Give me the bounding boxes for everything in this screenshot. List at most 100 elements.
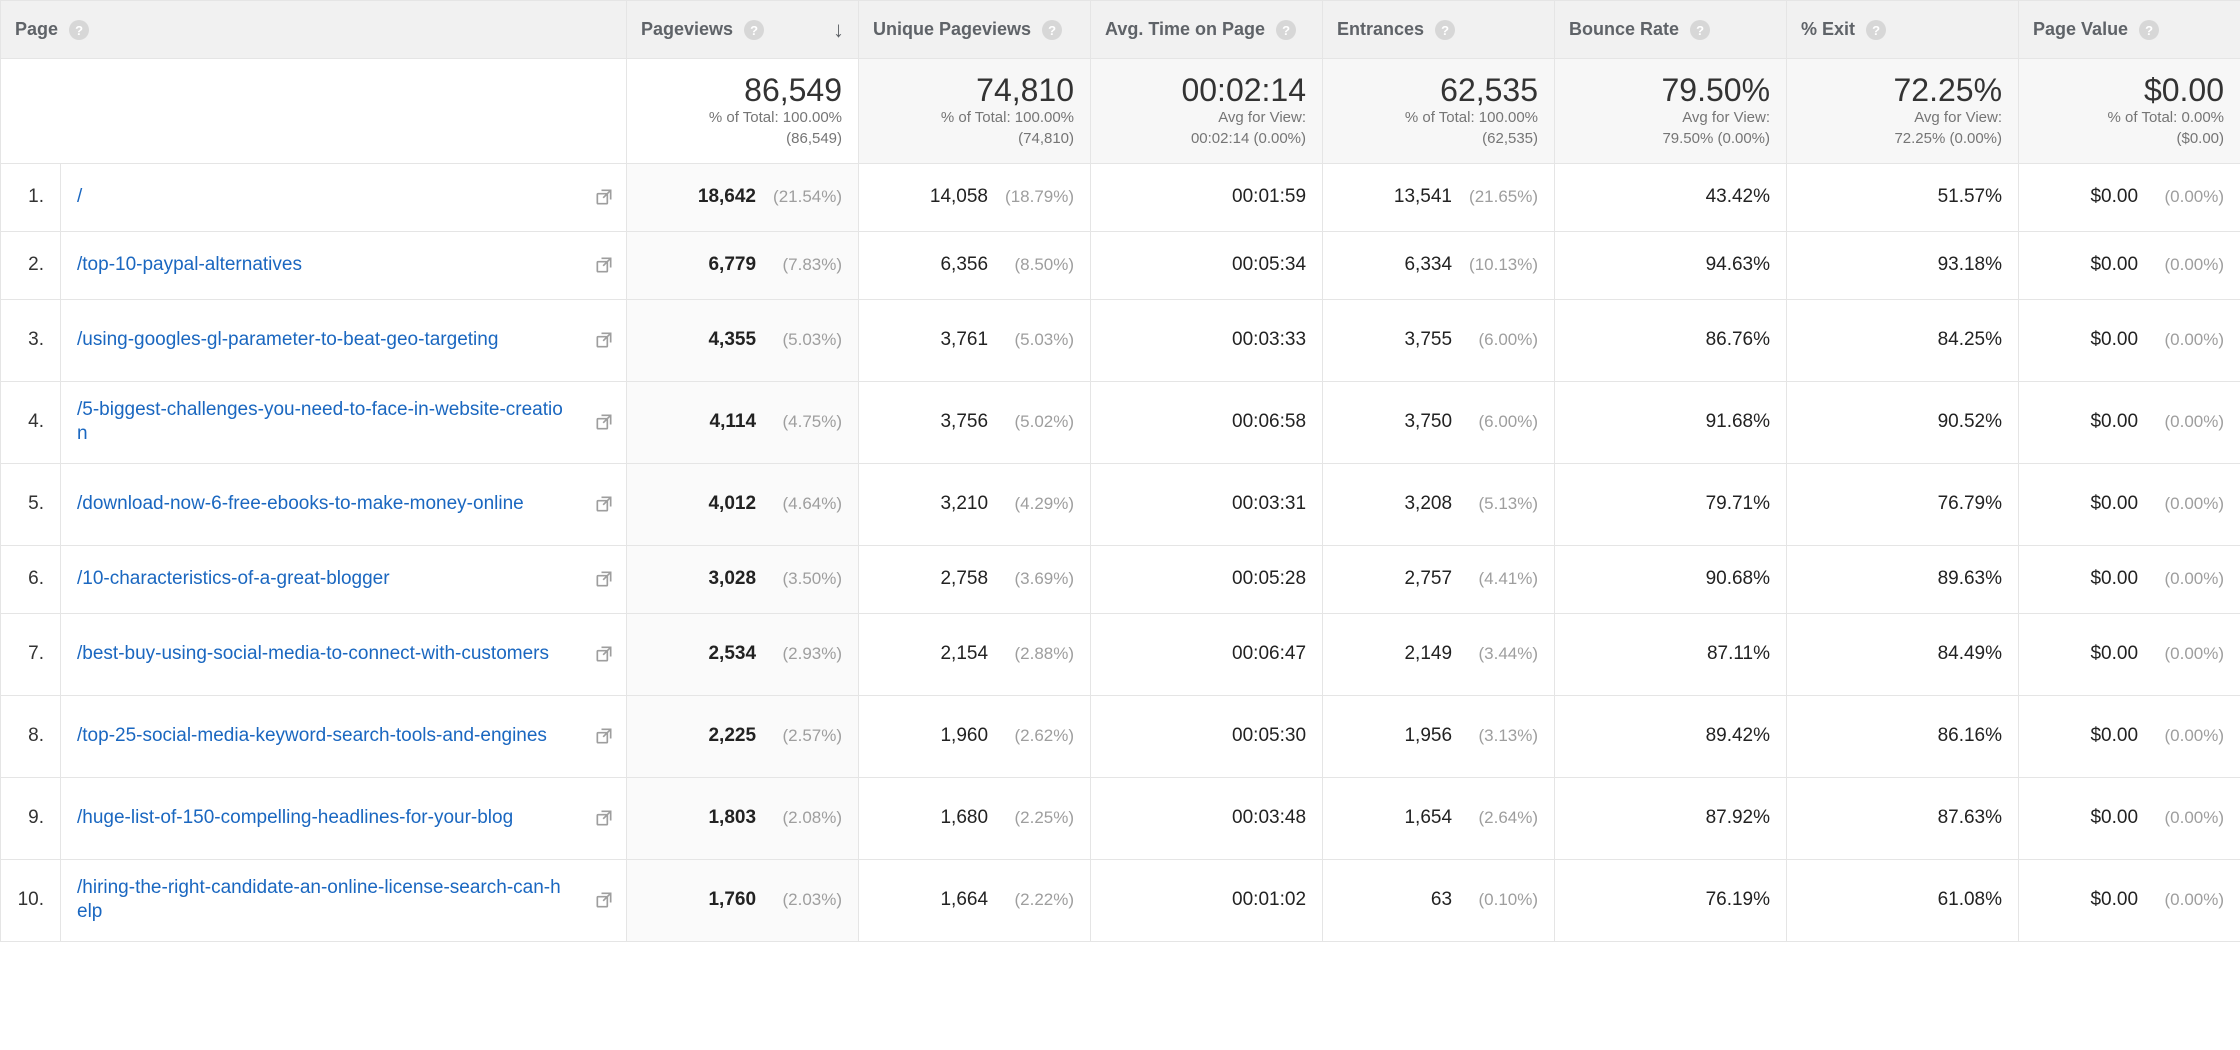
- row-entrances: 13,541(21.65%): [1323, 163, 1555, 231]
- row-index: 5.: [1, 463, 61, 545]
- help-icon[interactable]: ?: [1866, 20, 1886, 40]
- row-unique-pageviews: 1,664(2.22%): [859, 859, 1091, 941]
- col-bounce-label: Bounce Rate: [1569, 19, 1679, 39]
- summary-pageviews-sub2: (86,549): [643, 129, 842, 149]
- summary-bounce-sub1: Avg for View:: [1571, 108, 1770, 128]
- open-external-icon[interactable]: [594, 726, 614, 746]
- row-entrances: 2,149(3.44%): [1323, 613, 1555, 695]
- table-row: 1./18,642(21.54%)14,058(18.79%)00:01:591…: [1, 163, 2240, 231]
- summary-value-sub1: % of Total: 0.00%: [2035, 108, 2224, 128]
- page-link[interactable]: /hiring-the-right-candidate-an-online-li…: [77, 876, 567, 925]
- row-index: 3.: [1, 299, 61, 381]
- page-link[interactable]: /top-25-social-media-keyword-search-tool…: [77, 724, 547, 749]
- row-pageviews: 18,642(21.54%): [627, 163, 859, 231]
- open-external-icon[interactable]: [594, 255, 614, 275]
- open-external-icon[interactable]: [594, 808, 614, 828]
- row-avg-time: 00:05:30: [1091, 695, 1323, 777]
- row-page-cell: /10-characteristics-of-a-great-blogger: [61, 545, 627, 613]
- row-entrances: 63(0.10%): [1323, 859, 1555, 941]
- row-avg-time: 00:05:28: [1091, 545, 1323, 613]
- open-external-icon[interactable]: [594, 187, 614, 207]
- row-bounce-rate: 91.68%: [1555, 381, 1787, 463]
- col-avg-time[interactable]: Avg. Time on Page ?: [1091, 1, 1323, 59]
- row-page-value: $0.00(0.00%): [2019, 299, 2240, 381]
- page-link[interactable]: /huge-list-of-150-compelling-headlines-f…: [77, 806, 513, 831]
- help-icon[interactable]: ?: [1690, 20, 1710, 40]
- row-pageviews: 4,114(4.75%): [627, 381, 859, 463]
- table-row: 5. /download-now-6-free-ebooks-to-make-mo…: [1, 463, 2240, 545]
- page-link[interactable]: /best-buy-using-social-media-to-connect-…: [77, 642, 549, 667]
- col-bounce-rate[interactable]: Bounce Rate ?: [1555, 1, 1787, 59]
- page-link[interactable]: /: [77, 185, 82, 210]
- open-external-icon[interactable]: [594, 569, 614, 589]
- row-bounce-rate: 86.76%: [1555, 299, 1787, 381]
- page-link[interactable]: /download-now-6-free-ebooks-to-make-mone…: [77, 492, 524, 517]
- row-pageviews: 4,355(5.03%): [627, 299, 859, 381]
- col-page[interactable]: Page ?: [1, 1, 627, 59]
- help-icon[interactable]: ?: [2139, 20, 2159, 40]
- col-entrances[interactable]: Entrances ?: [1323, 1, 1555, 59]
- table-row: 7. /best-buy-using-social-media-to-connec…: [1, 613, 2240, 695]
- help-icon[interactable]: ?: [1435, 20, 1455, 40]
- summary-pageviews-sub1: % of Total: 100.00%: [643, 108, 842, 128]
- help-icon[interactable]: ?: [69, 20, 89, 40]
- summary-value: $0.00 % of Total: 0.00% ($0.00): [2019, 59, 2240, 164]
- table-row: 3. /using-googles-gl-parameter-to-beat-ge…: [1, 299, 2240, 381]
- row-entrances: 3,750(6.00%): [1323, 381, 1555, 463]
- row-exit: 84.25%: [1787, 299, 2019, 381]
- summary-value-value: $0.00: [2035, 73, 2224, 108]
- help-icon[interactable]: ?: [1276, 20, 1296, 40]
- row-page-value: $0.00(0.00%): [2019, 231, 2240, 299]
- row-bounce-rate: 76.19%: [1555, 859, 1787, 941]
- open-external-icon[interactable]: [594, 494, 614, 514]
- row-exit: 76.79%: [1787, 463, 2019, 545]
- col-page-label: Page: [15, 19, 58, 39]
- col-exit[interactable]: % Exit ?: [1787, 1, 2019, 59]
- row-entrances: 1,956(3.13%): [1323, 695, 1555, 777]
- col-unique-label: Unique Pageviews: [873, 19, 1031, 39]
- help-icon[interactable]: ?: [744, 20, 764, 40]
- summary-avgtime: 00:02:14 Avg for View: 00:02:14 (0.00%): [1091, 59, 1323, 164]
- row-bounce-rate: 87.92%: [1555, 777, 1787, 859]
- page-link[interactable]: /top-10-paypal-alternatives: [77, 253, 302, 278]
- col-page-value[interactable]: Page Value ?: [2019, 1, 2240, 59]
- summary-exit-sub1: Avg for View:: [1803, 108, 2002, 128]
- row-bounce-rate: 89.42%: [1555, 695, 1787, 777]
- row-index: 2.: [1, 231, 61, 299]
- open-external-icon[interactable]: [594, 412, 614, 432]
- open-external-icon[interactable]: [594, 330, 614, 350]
- row-exit: 89.63%: [1787, 545, 2019, 613]
- help-icon[interactable]: ?: [1042, 20, 1062, 40]
- row-page-cell: /top-25-social-media-keyword-search-tool…: [61, 695, 627, 777]
- row-page-value: $0.00(0.00%): [2019, 545, 2240, 613]
- row-index: 6.: [1, 545, 61, 613]
- row-entrances: 3,208(5.13%): [1323, 463, 1555, 545]
- open-external-icon[interactable]: [594, 644, 614, 664]
- col-unique-pageviews[interactable]: Unique Pageviews ?: [859, 1, 1091, 59]
- col-pageviews[interactable]: Pageviews ? ↓: [627, 1, 859, 59]
- row-pageviews: 4,012(4.64%): [627, 463, 859, 545]
- row-avg-time: 00:01:59: [1091, 163, 1323, 231]
- open-external-icon[interactable]: [594, 890, 614, 910]
- row-unique-pageviews: 3,761(5.03%): [859, 299, 1091, 381]
- col-exit-label: % Exit: [1801, 19, 1855, 39]
- page-link[interactable]: /10-characteristics-of-a-great-blogger: [77, 567, 390, 592]
- row-page-cell: /download-now-6-free-ebooks-to-make-mone…: [61, 463, 627, 545]
- summary-avgtime-sub1: Avg for View:: [1107, 108, 1306, 128]
- summary-unique: 74,810 % of Total: 100.00% (74,810): [859, 59, 1091, 164]
- header-row: Page ? Pageviews ? ↓ Unique Pageviews ? …: [1, 1, 2240, 59]
- row-unique-pageviews: 2,154(2.88%): [859, 613, 1091, 695]
- row-avg-time: 00:01:02: [1091, 859, 1323, 941]
- row-unique-pageviews: 3,756(5.02%): [859, 381, 1091, 463]
- row-page-cell: /huge-list-of-150-compelling-headlines-f…: [61, 777, 627, 859]
- table-row: 10./hiring-the-right-candidate-an-online…: [1, 859, 2240, 941]
- row-avg-time: 00:06:58: [1091, 381, 1323, 463]
- summary-pageviews: 86,549 % of Total: 100.00% (86,549): [627, 59, 859, 164]
- row-pageviews: 2,225(2.57%): [627, 695, 859, 777]
- col-value-label: Page Value: [2033, 19, 2128, 39]
- page-link[interactable]: /using-googles-gl-parameter-to-beat-geo-…: [77, 328, 498, 353]
- row-avg-time: 00:03:31: [1091, 463, 1323, 545]
- page-link[interactable]: /5-biggest-challenges-you-need-to-face-i…: [77, 398, 567, 447]
- col-entrances-label: Entrances: [1337, 19, 1424, 39]
- row-index: 7.: [1, 613, 61, 695]
